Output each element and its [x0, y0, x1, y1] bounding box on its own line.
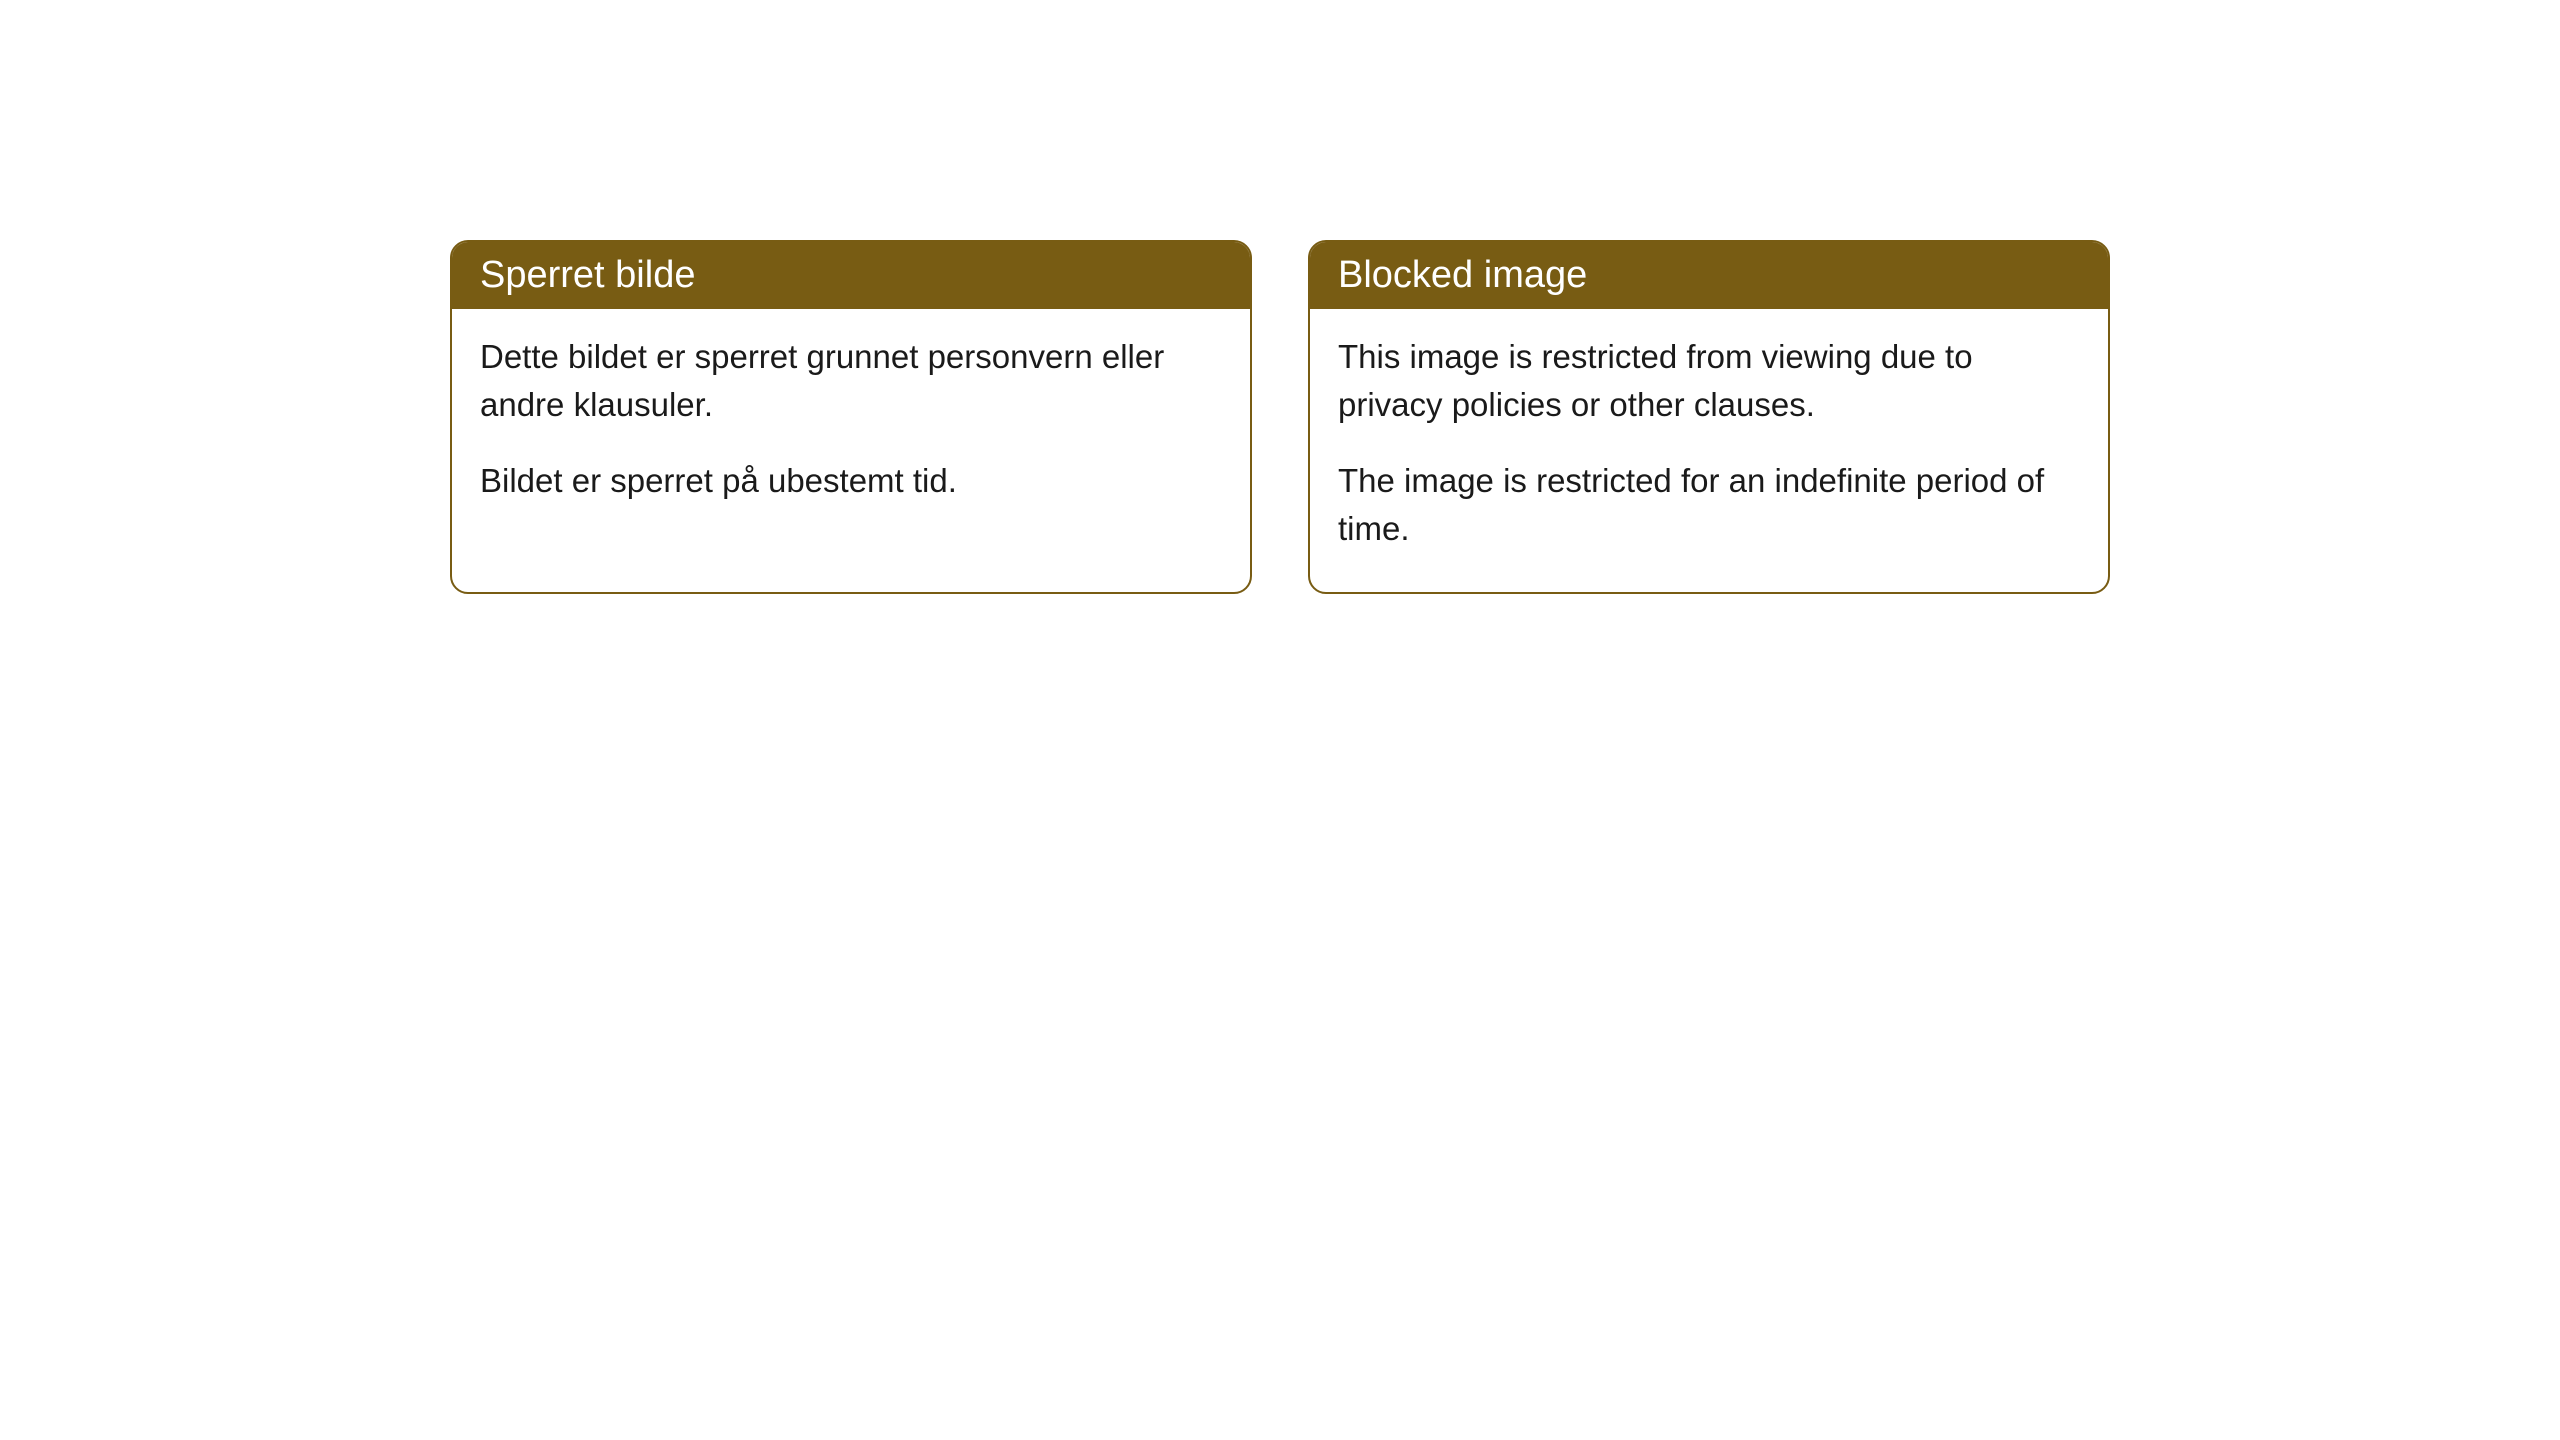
card-paragraph: Bildet er sperret på ubestemt tid. [480, 457, 1222, 505]
card-body: Dette bildet er sperret grunnet personve… [452, 309, 1250, 545]
notice-cards-container: Sperret bilde Dette bildet er sperret gr… [450, 240, 2110, 594]
card-paragraph: This image is restricted from viewing du… [1338, 333, 2080, 429]
notice-card-english: Blocked image This image is restricted f… [1308, 240, 2110, 594]
card-paragraph: Dette bildet er sperret grunnet personve… [480, 333, 1222, 429]
card-header: Blocked image [1310, 242, 2108, 309]
card-title: Blocked image [1338, 254, 1587, 296]
card-paragraph: The image is restricted for an indefinit… [1338, 457, 2080, 553]
card-body: This image is restricted from viewing du… [1310, 309, 2108, 592]
card-header: Sperret bilde [452, 242, 1250, 309]
notice-card-norwegian: Sperret bilde Dette bildet er sperret gr… [450, 240, 1252, 594]
card-title: Sperret bilde [480, 254, 695, 296]
